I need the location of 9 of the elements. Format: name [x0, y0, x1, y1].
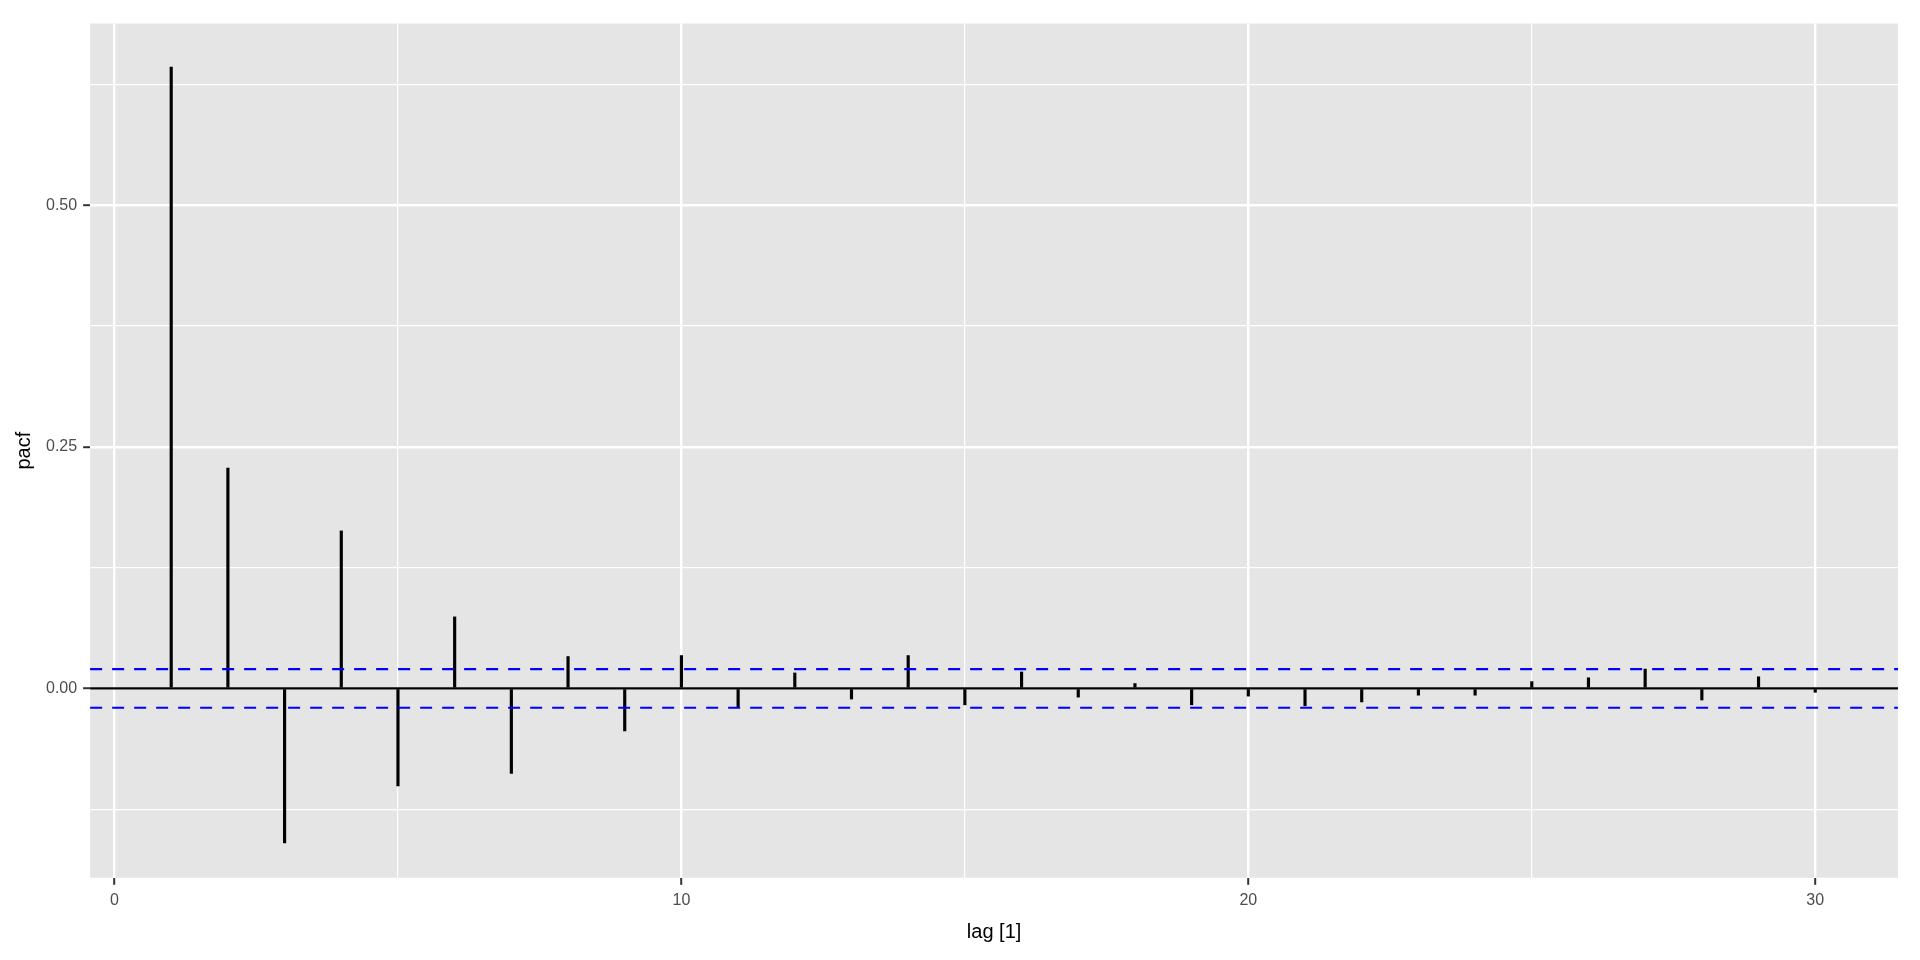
x-tick-label: 10	[672, 890, 691, 908]
x-tick-label: 20	[1239, 890, 1258, 908]
x-tick-label: 30	[1806, 890, 1825, 908]
y-axis-title: pacf	[11, 431, 34, 470]
y-tick-label: 0.50	[46, 195, 78, 213]
y-tick-label: 0.25	[46, 437, 78, 455]
x-tick-label: 0	[110, 890, 120, 908]
y-tick-label: 0.00	[46, 678, 78, 696]
x-axis-title: lag [1]	[966, 919, 1022, 942]
